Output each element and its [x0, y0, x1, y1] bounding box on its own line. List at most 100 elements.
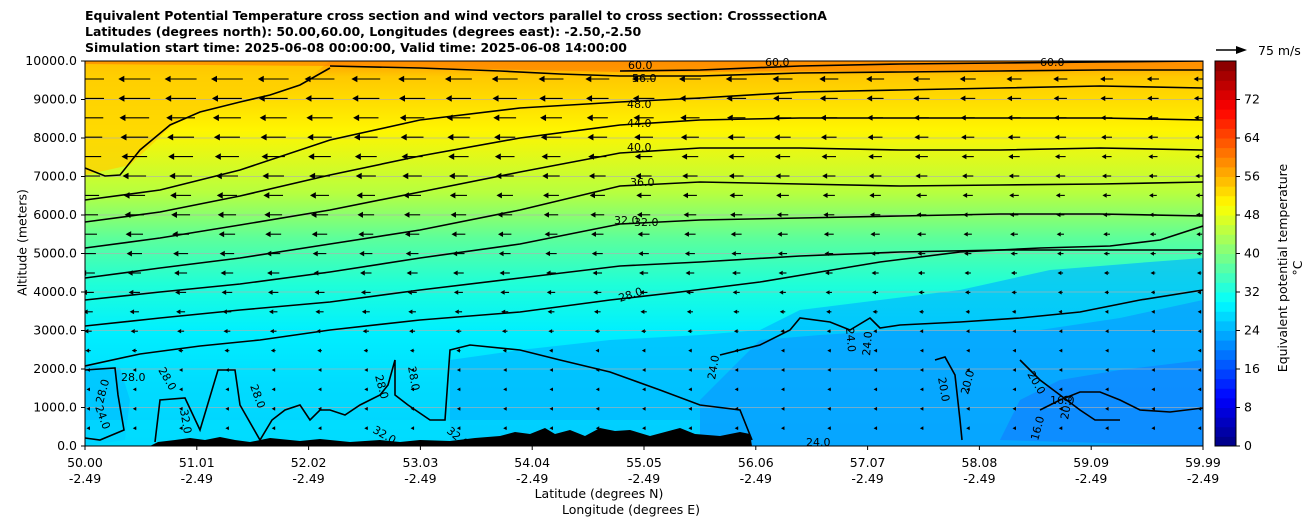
contour-lines	[85, 61, 1203, 443]
warm-anomaly-region	[85, 61, 330, 175]
colorbar-segment	[1215, 397, 1236, 408]
colorbar-segment	[1215, 426, 1236, 437]
wind-vector	[776, 212, 789, 218]
wind-vector	[1007, 134, 1021, 140]
y-tick-label: 0.0	[57, 438, 77, 453]
wind-vector	[263, 192, 284, 199]
wind-vector	[962, 173, 974, 179]
wind-vector	[314, 289, 325, 295]
wind-vector	[1012, 406, 1016, 411]
wind-vector	[1197, 368, 1202, 372]
colorbar-segment	[1215, 99, 1236, 110]
contour-label-28-b: 28.0	[93, 378, 112, 405]
wind-vector	[682, 192, 697, 199]
wind-vector	[772, 75, 793, 83]
wind-vector	[1053, 76, 1068, 82]
wind-vector	[966, 406, 970, 411]
wind-vector	[268, 309, 278, 315]
y-tick-label: 2000.0	[33, 361, 77, 376]
wind-vector	[1150, 251, 1156, 256]
x-tick-label-lat: 51.01	[179, 455, 215, 470]
wind-vector	[917, 251, 926, 256]
wind-vector	[586, 114, 608, 122]
wind-vector	[592, 270, 603, 276]
colorbar-segment	[1215, 157, 1236, 168]
wind-vector	[919, 329, 924, 334]
wind-vector	[85, 233, 97, 235]
wind-vector	[218, 231, 236, 238]
contour-label-20-d: 20.0	[1058, 394, 1075, 420]
wind-vector	[455, 329, 462, 334]
wind-vector	[827, 406, 831, 411]
x-tick-label-lat: 59.09	[1073, 455, 1109, 470]
wind-vector	[312, 250, 327, 257]
wind-vector	[398, 75, 427, 83]
wind-vector	[734, 387, 739, 392]
contour-label-24-d: 24.0	[806, 436, 831, 449]
wind-vector	[85, 328, 92, 334]
coldest-region-south	[1000, 360, 1203, 446]
wind-vector	[1147, 95, 1159, 101]
colorbar-segment	[1215, 166, 1236, 177]
wind-vector	[494, 133, 516, 141]
wind-vector	[959, 76, 976, 82]
wind-vector	[1103, 251, 1110, 256]
wind-vector	[542, 172, 560, 180]
wind-vector	[919, 387, 924, 392]
wind-vector	[728, 173, 744, 179]
contour-label-60-b: 60.0	[765, 56, 790, 69]
wind-vector	[318, 426, 322, 431]
wind-vector	[306, 114, 333, 122]
wind-vector	[962, 192, 973, 198]
wind-vector	[217, 211, 237, 218]
x-tick-label-lat: 57.07	[850, 455, 886, 470]
x-tick-label-lon: -2.49	[516, 471, 548, 486]
wind-vector	[405, 250, 419, 257]
wind-vector	[961, 153, 974, 160]
wind-vector	[595, 406, 600, 411]
wind-vector	[549, 348, 553, 353]
wind-vector	[1148, 173, 1158, 179]
wind-vector	[315, 309, 324, 315]
wind-vector	[1102, 193, 1111, 198]
wind-vector	[681, 153, 699, 160]
wind-vector	[919, 406, 924, 411]
x-tick-label-lat: 58.08	[962, 455, 998, 470]
wind-vector	[823, 212, 835, 218]
wind-vector	[640, 309, 647, 314]
wind-vector	[126, 250, 142, 257]
contour-24-north	[85, 367, 125, 441]
wind-vector	[1053, 95, 1067, 102]
contour-label-28-f: 28.0	[405, 365, 422, 391]
wind-vector	[1149, 193, 1157, 198]
wind-vector	[171, 211, 191, 219]
wind-vector	[353, 133, 378, 141]
wind-vector	[776, 192, 789, 199]
wind-vector	[819, 95, 838, 102]
wind-vector	[919, 309, 924, 314]
wind-vector	[869, 192, 881, 198]
contour-40	[85, 147, 1203, 249]
wind-vector	[549, 406, 553, 411]
wind-vector	[595, 348, 600, 353]
colorbar-segment	[1215, 349, 1236, 360]
wind-vector	[827, 348, 831, 353]
colorbar-ticks: 0 8 16 24 32 40 48 56 64 72	[1236, 92, 1260, 453]
wind-vector	[456, 387, 461, 392]
contour-20-west	[934, 356, 963, 441]
wind-vector	[1012, 348, 1016, 353]
wind-vector	[586, 95, 609, 102]
wind-vector	[1150, 290, 1155, 295]
wind-vector	[125, 231, 144, 238]
wind-vector	[1103, 231, 1110, 237]
wind-vector	[223, 328, 231, 334]
wind-vector	[1056, 231, 1064, 237]
wind-vector	[450, 211, 467, 218]
reference-vector-label: 75 m/s	[1258, 43, 1301, 58]
wind-vector	[268, 289, 279, 295]
wind-vector	[964, 251, 972, 256]
colorbar-segment	[1215, 292, 1236, 303]
colorbar-segment	[1215, 61, 1236, 72]
wind-vector	[591, 251, 603, 257]
